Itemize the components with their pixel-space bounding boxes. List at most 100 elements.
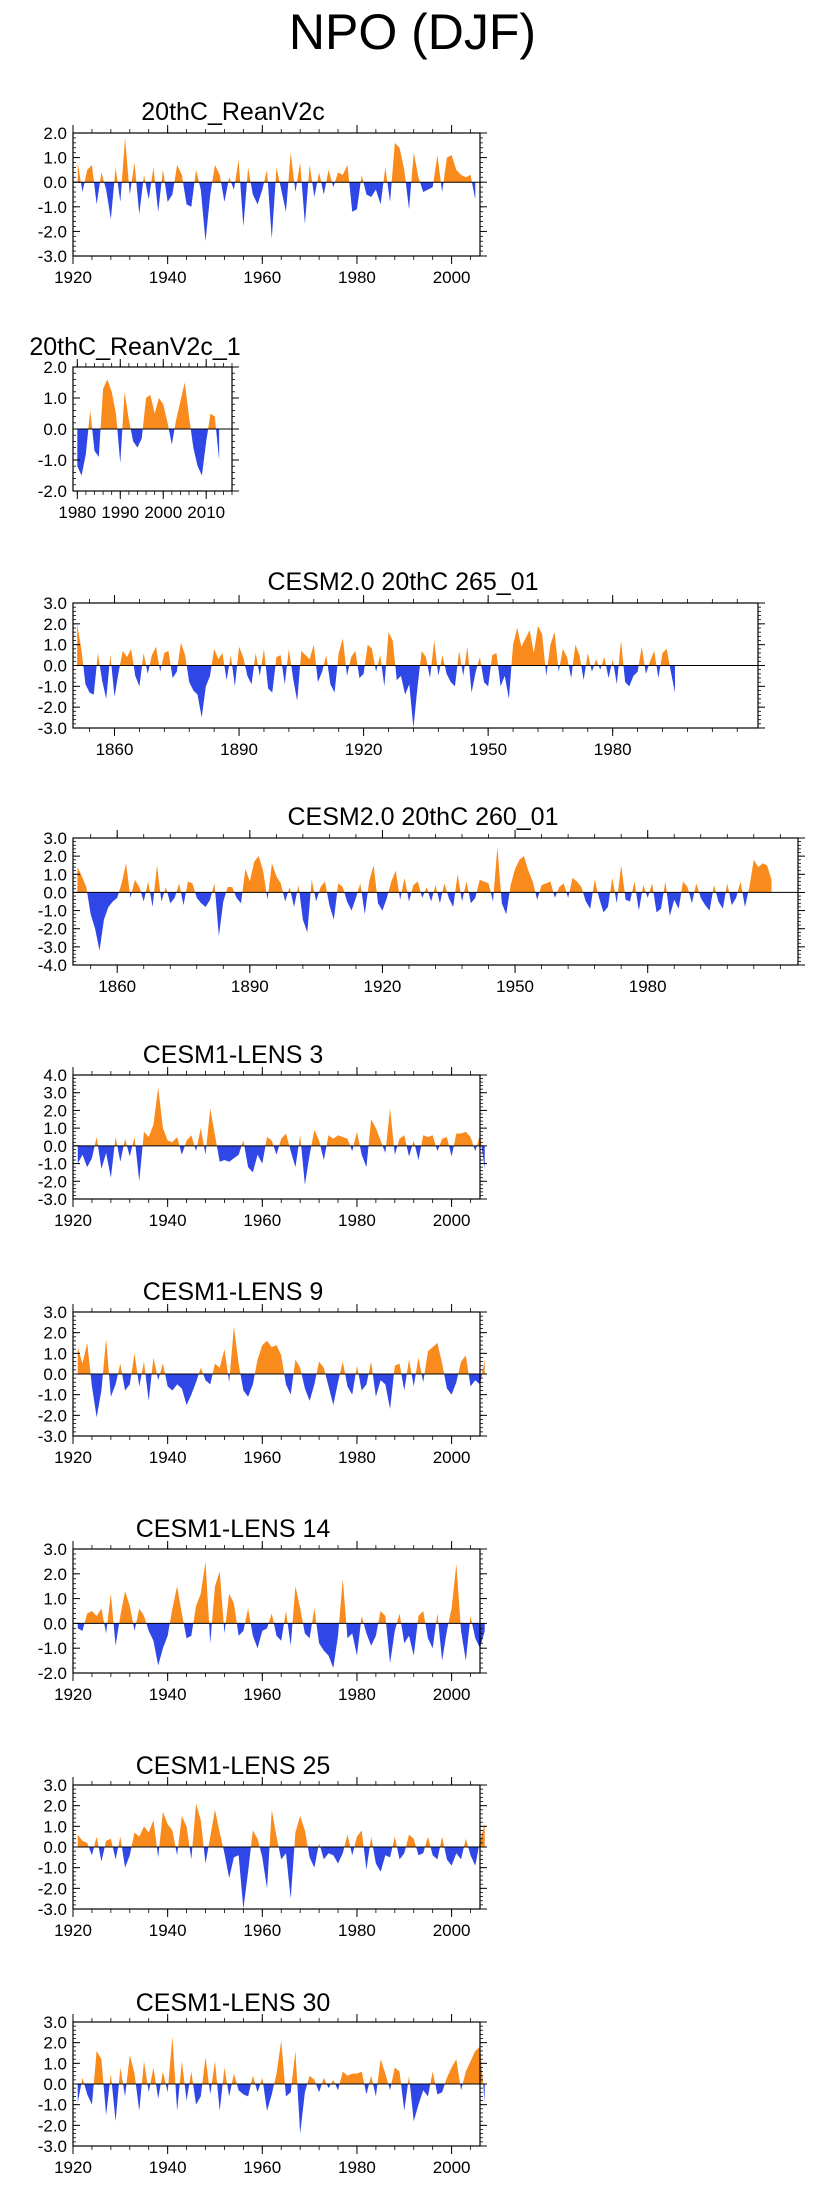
negative-area [147,2084,151,2093]
positive-area [694,883,700,893]
positive-area [339,1578,347,1624]
positive-area [142,1087,180,1146]
positive-area [169,1586,184,1624]
negative-area [645,892,650,898]
y-tick-label: -3.0 [38,247,67,266]
positive-area [242,856,267,893]
x-tick-label: 1920 [54,1921,92,1940]
negative-area [186,665,212,718]
positive-area [246,167,251,183]
positive-area [476,879,491,893]
positive-area [642,885,646,893]
negative-area [190,429,209,476]
positive-area [107,1593,114,1624]
positive-area [318,881,328,893]
x-tick-label: 1950 [469,740,507,759]
positive-area [308,164,313,183]
negative-area [469,665,478,693]
negative-area [83,665,97,695]
positive-area [229,1326,241,1374]
y-tick-label: -3.0 [38,1900,67,1919]
positive-area [354,1830,364,1847]
negative-area [104,1623,108,1634]
negative-area [221,182,229,202]
negative-area [742,892,749,907]
positive-area [638,646,645,666]
x-tick-label: 1960 [243,1448,281,1467]
y-tick-label: 2.0 [43,2034,67,2053]
negative-area [361,892,368,915]
positive-area [569,877,584,893]
y-tick-label: -1.0 [38,677,67,696]
positive-area [424,886,429,893]
negative-area [350,1145,354,1152]
positive-area [592,879,598,893]
x-tick-label: 1920 [54,1211,92,1230]
negative-area [490,892,494,902]
positive-area [405,1834,417,1847]
positive-area [448,1563,461,1624]
positive-area [464,881,469,893]
chart-panel: 20thC_ReanV2c_1 -2.0 -1.0 0.0 1.0 2.0 1980 1990… [29,333,240,522]
negative-area [444,1374,459,1395]
positive-area [287,886,291,893]
positive-area [226,886,235,893]
negative-area [405,182,412,210]
negative-area [109,1374,118,1397]
negative-area [135,2084,142,2111]
positive-area [168,2036,176,2084]
positive-area [194,169,199,183]
x-tick-label: 1920 [345,740,383,759]
negative-area [558,665,560,672]
positive-area [457,650,462,666]
positive-area [323,655,328,666]
positive-area [77,162,81,183]
figure-title: NPO (DJF) [288,4,537,60]
positive-area [288,152,295,183]
negative-area [320,1847,345,1864]
y-tick-label: -2.0 [38,1664,67,1683]
negative-area [583,892,593,909]
negative-area [440,182,444,193]
positive-area [296,885,300,893]
positive-area [197,1128,204,1146]
x-tick-label: 1980 [338,1921,376,1940]
negative-area [320,1145,327,1161]
negative-area [90,1374,103,1418]
negative-area [444,665,458,687]
negative-area [236,1623,245,1636]
negative-area [301,1145,312,1185]
chart-panel: 20thC_ReanV2c -3.0 -2.0 -1.0 0.0 1.0 2.0 1920 19… [38,98,487,287]
negative-area [420,892,425,898]
negative-area [401,1374,407,1391]
negative-area [77,2084,82,2103]
positive-area [94,1137,98,1146]
x-tick-label: 1940 [149,1685,187,1704]
positive-area [121,137,129,183]
negative-area [437,892,443,904]
positive-area [174,382,191,429]
negative-area [250,1623,269,1649]
x-tick-label: 1860 [98,977,136,996]
y-tick-label: 1.0 [43,636,67,655]
x-tick-label: 1920 [364,977,402,996]
y-tick-label: 2.0 [43,1797,67,1816]
negative-area [77,1145,95,1168]
negative-area [250,182,265,205]
positive-area [254,1340,285,1374]
negative-area [193,2084,203,2105]
negative-area [472,1623,485,1649]
negative-area [255,2084,261,2093]
positive-area [104,1838,113,1847]
positive-area [292,1586,303,1624]
positive-area [681,881,689,893]
negative-area [150,892,155,907]
x-tick-label: 2000 [433,1211,471,1230]
positive-area [122,391,131,429]
positive-area [433,885,438,893]
y-tick-label: -3.0 [38,938,67,957]
negative-area [159,665,162,672]
positive-area [114,1137,118,1146]
positive-area [268,1613,274,1624]
negative-area [373,2084,378,2097]
